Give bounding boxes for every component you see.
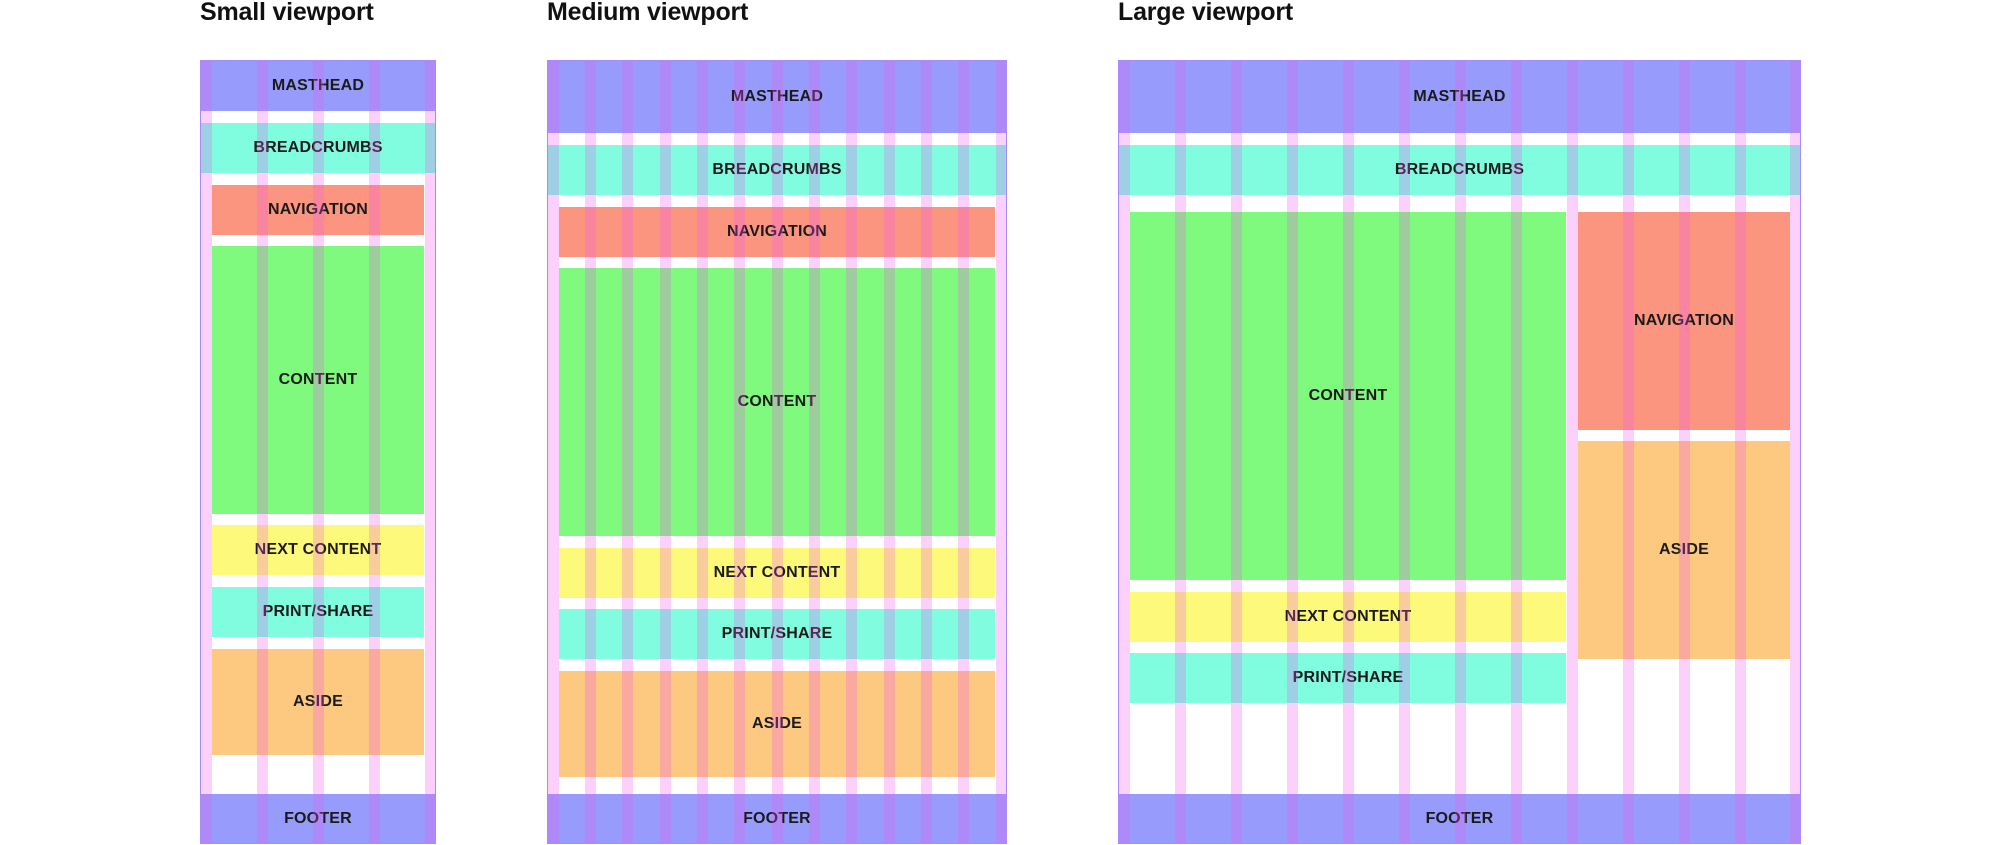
masthead-label: MASTHEAD bbox=[1413, 88, 1506, 105]
aside-label: ASIDE bbox=[293, 693, 343, 710]
breadcrumbs-label: BREADCRUMBS bbox=[1394, 161, 1525, 178]
grid-gutter bbox=[425, 61, 435, 843]
breadcrumbs-label: BREADCRUMBS bbox=[712, 161, 842, 178]
aside-label: ASIDE bbox=[752, 715, 802, 732]
aside-block: ASIDE bbox=[559, 671, 995, 777]
navigation-block: NAVIGATION bbox=[212, 185, 424, 235]
content-block: CONTENT bbox=[559, 268, 995, 536]
navigation-block: NAVIGATION bbox=[559, 207, 995, 257]
masthead-block: MASTHEAD bbox=[548, 61, 1006, 133]
breadcrumbs-block: BREADCRUMBS bbox=[201, 123, 435, 173]
content-label: CONTENT bbox=[737, 393, 817, 410]
navigation-label: NAVIGATION bbox=[726, 223, 828, 240]
small-viewport: MASTHEAD BREADCRUMBS NAVIGATION CONTENT … bbox=[200, 60, 436, 844]
aside-block: ASIDE bbox=[1578, 441, 1790, 659]
content-label: CONTENT bbox=[278, 371, 358, 388]
aside-block: ASIDE bbox=[212, 649, 424, 755]
next-content-label: NEXT CONTENT bbox=[1284, 608, 1412, 625]
next-content-label: NEXT CONTENT bbox=[254, 541, 382, 558]
footer-block: FOOTER bbox=[201, 794, 435, 843]
masthead-block: MASTHEAD bbox=[201, 61, 435, 111]
next-content-block: NEXT CONTENT bbox=[1130, 592, 1566, 642]
content-block: CONTENT bbox=[1130, 212, 1566, 580]
print-share-label: PRINT/SHARE bbox=[1292, 669, 1404, 686]
print-share-block: PRINT/SHARE bbox=[559, 609, 995, 659]
content-block: CONTENT bbox=[212, 246, 424, 514]
print-share-label: PRINT/SHARE bbox=[721, 625, 833, 642]
footer-block: FOOTER bbox=[1119, 794, 1800, 843]
medium-viewport: MASTHEAD BREADCRUMBS NAVIGATION CONTENT … bbox=[547, 60, 1007, 844]
breadcrumbs-label: BREADCRUMBS bbox=[253, 139, 383, 156]
navigation-label: NAVIGATION bbox=[267, 201, 369, 218]
masthead-label: MASTHEAD bbox=[271, 77, 365, 94]
masthead-block: MASTHEAD bbox=[1119, 61, 1800, 133]
print-share-block: PRINT/SHARE bbox=[1130, 653, 1566, 703]
print-share-block: PRINT/SHARE bbox=[212, 587, 424, 637]
footer-label: FOOTER bbox=[743, 809, 811, 827]
small-viewport-title: Small viewport bbox=[200, 0, 374, 26]
breadcrumbs-block: BREADCRUMBS bbox=[548, 145, 1006, 195]
next-content-block: NEXT CONTENT bbox=[212, 525, 424, 575]
print-share-label: PRINT/SHARE bbox=[262, 603, 374, 620]
masthead-label: MASTHEAD bbox=[730, 88, 824, 105]
navigation-block: NAVIGATION bbox=[1578, 212, 1790, 430]
large-viewport-title: Large viewport bbox=[1118, 0, 1294, 26]
grid-gutter bbox=[201, 61, 212, 843]
large-viewport: MASTHEAD BREADCRUMBS CONTENT NEXT CONTEN… bbox=[1118, 60, 1801, 844]
content-label: CONTENT bbox=[1308, 387, 1388, 404]
medium-viewport-title: Medium viewport bbox=[547, 0, 749, 26]
footer-label: FOOTER bbox=[1425, 809, 1494, 827]
next-content-label: NEXT CONTENT bbox=[713, 564, 841, 581]
aside-label: ASIDE bbox=[1659, 541, 1709, 558]
footer-label: FOOTER bbox=[284, 809, 352, 827]
breadcrumbs-block: BREADCRUMBS bbox=[1119, 145, 1800, 195]
navigation-label: NAVIGATION bbox=[1633, 312, 1735, 329]
footer-block: FOOTER bbox=[548, 794, 1006, 843]
next-content-block: NEXT CONTENT bbox=[559, 548, 995, 598]
